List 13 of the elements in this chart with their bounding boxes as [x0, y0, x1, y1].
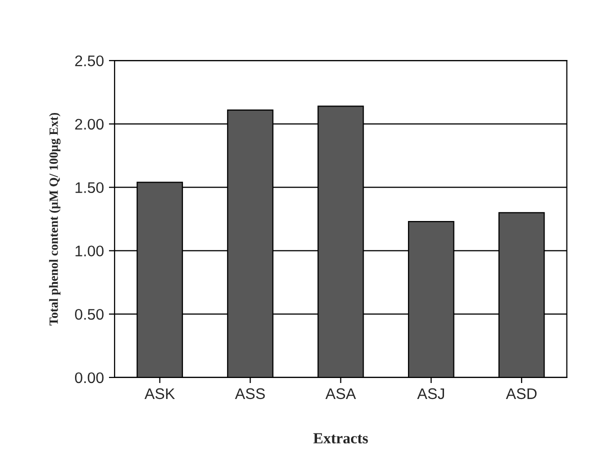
y-tick-label: 2.50	[75, 55, 104, 66]
y-tick-label: 1.00	[76, 246, 104, 256]
y-tick-label: 2.00	[75, 118, 104, 130]
y-tick-label: 1.50	[76, 182, 104, 194]
x-tick-label: ASK	[144, 388, 175, 400]
x-axis-title: Extracts	[313, 433, 368, 444]
y-tick-label: 0.50	[75, 308, 104, 320]
x-tick-label: ASD	[506, 388, 537, 400]
y-axis-title: Total phenol content (µM Q/ 100µg Ext)	[49, 112, 61, 326]
x-tick-label: ASJ	[417, 388, 444, 400]
x-tick-label: ASA	[325, 388, 356, 400]
y-tick-label: 0.00	[75, 372, 104, 384]
x-tick-label: ASS	[234, 388, 265, 400]
